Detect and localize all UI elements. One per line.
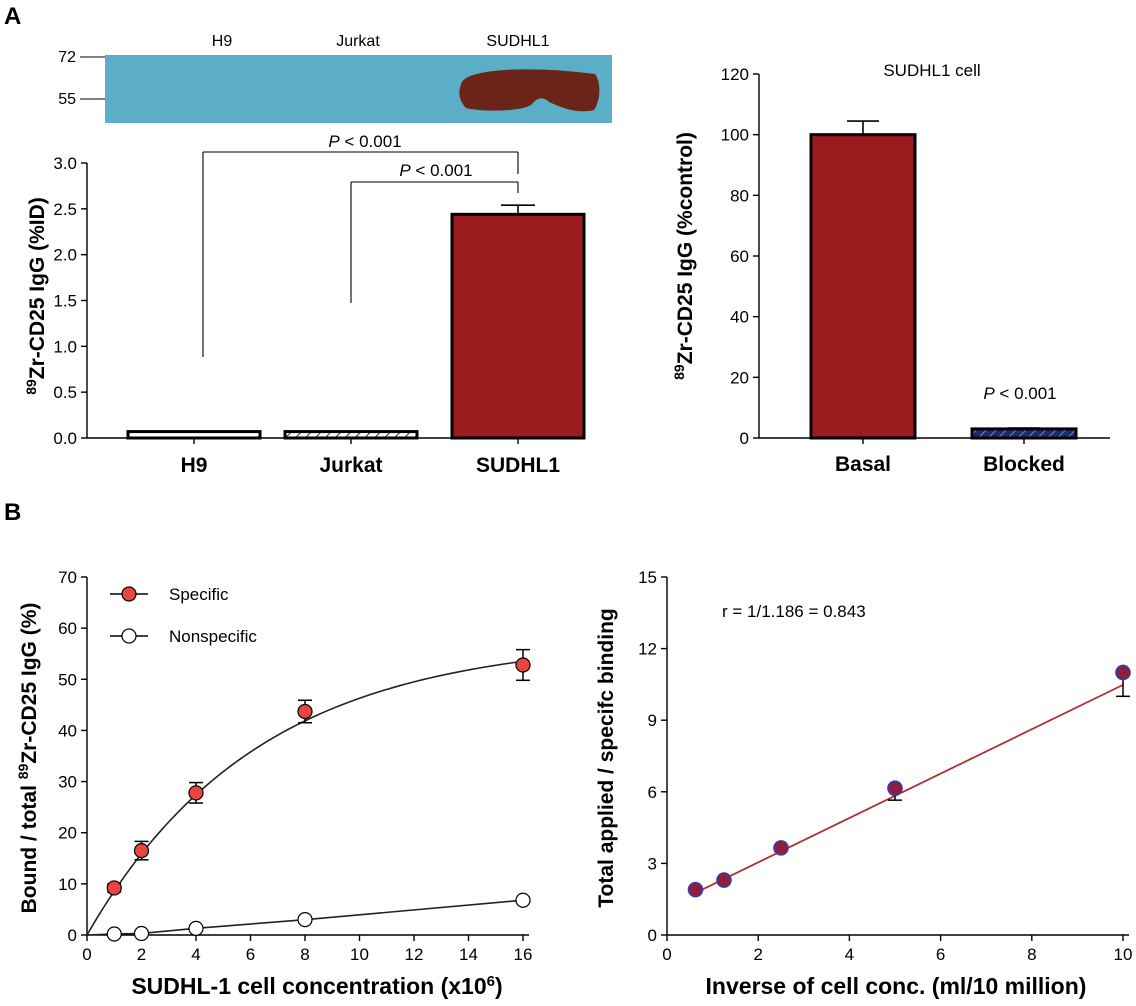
a1-y-tick-label: 2.0 [53, 246, 77, 265]
a1-y-tick-label: 2.5 [53, 200, 77, 219]
a1-y-tick-label: 1.0 [53, 337, 77, 356]
b2-y-tick-label: 3 [648, 854, 657, 873]
b2-y-tick-label: 12 [638, 640, 657, 659]
a1-y-tick-label: 3.0 [53, 154, 77, 173]
a2-p-value-blocked: P < 0.001 [983, 384, 1056, 403]
b2-x-tick-label: 0 [662, 945, 671, 964]
blot-lane-jurkat: Jurkat [336, 33, 380, 50]
b1-y-tick-label: 70 [58, 568, 77, 587]
b2-point [773, 840, 789, 856]
a2-bar-blocked [970, 427, 1078, 440]
b2-x-tick-label: 10 [1114, 945, 1133, 964]
panel-label-b: B [4, 499, 21, 526]
a2-category-label: Basal [835, 453, 891, 476]
chart-b1-saturation: 0 10 20 30 40 50 60 70 0 2 4 6 8 10 12 14 16 Specific Nons… [15, 568, 532, 999]
b1-x-tick-label: 8 [300, 945, 309, 964]
b1-x-tick-label: 14 [459, 945, 478, 964]
a1-y-tick-label: 1.5 [53, 292, 77, 311]
b2-r-annotation: r = 1/1.186 = 0.843 [722, 602, 866, 621]
b2-point [1115, 664, 1131, 681]
b2-x-tick-label: 6 [936, 945, 945, 964]
b2-point [887, 780, 903, 797]
a1-category-label: H9 [181, 454, 208, 477]
a1-category-label: SUDHL1 [476, 454, 560, 477]
blot-marker-72: 72 [58, 49, 76, 66]
b1-y-tick-label: 50 [58, 670, 77, 689]
b1-x-tick-label: 16 [514, 945, 533, 964]
b1-x-tick-label: 0 [82, 945, 91, 964]
a1-p-value-h9: P < 0.001 [328, 132, 401, 151]
b1-point-specific [133, 843, 150, 859]
b2-y-tick-label: 15 [638, 568, 657, 587]
a2-y-tick-label: 120 [721, 65, 749, 84]
b1-x-axis-label: SUDHL-1 cell concentration (x106) [131, 973, 502, 1000]
b1-y-tick-label: 10 [58, 875, 77, 894]
b2-x-axis-label: Inverse of cell conc. (ml/10 million) [706, 973, 1087, 999]
a1-bar-jurkat [283, 430, 419, 440]
a1-category-label: Jurkat [319, 454, 382, 477]
b2-y-tick-label: 0 [648, 926, 657, 945]
western-blot: H9 Jurkat SUDHL1 72 55 [58, 33, 612, 123]
b1-y-tick-label: 20 [58, 824, 77, 843]
b1-point-specific [188, 785, 204, 801]
a1-y-tick-label: 0.0 [53, 429, 77, 448]
b1-y-tick-label: 0 [68, 926, 77, 945]
panel-label-a: A [4, 3, 21, 30]
a2-category-label: Blocked [983, 453, 1065, 476]
b1-legend-marker-nonspecific [121, 628, 137, 644]
a2-y-tick-label: 0 [740, 429, 749, 448]
b1-x-tick-label: 12 [405, 945, 424, 964]
a1-bar-h9 [126, 430, 262, 440]
b1-y-axis-label: Bound / total 89Zr-CD25 IgG (%) [15, 603, 41, 914]
blot-lane-sudhl1: SUDHL1 [486, 33, 549, 50]
a2-y-tick-label: 20 [730, 368, 749, 387]
a2-y-tick-label: 100 [721, 126, 749, 145]
b1-x-tick-label: 6 [246, 945, 255, 964]
b1-y-tick-label: 30 [58, 773, 77, 792]
blot-lane-h9: H9 [212, 33, 233, 50]
chart-a2-bar: 0 20 40 60 80 100 120 SUDHL1 cell Basal Blocked P … [671, 61, 1110, 476]
b2-fit-line [695, 684, 1124, 894]
b1-x-tick-label: 10 [350, 945, 369, 964]
a1-y-tick-label: 0.5 [53, 383, 77, 402]
b1-point-nonspecific [297, 912, 313, 928]
b2-y-axis-label: Total applied / specifc binding [595, 608, 618, 907]
b1-point-specific [106, 880, 122, 896]
b1-point-nonspecific [133, 925, 150, 942]
a2-y-axis-label: 89Zr-CD25 IgG (%control) [671, 132, 697, 380]
blot-band-sudhl1 [459, 69, 600, 112]
a2-title: SUDHL1 cell [883, 61, 980, 80]
b2-point [716, 872, 732, 888]
a2-y-tick-label: 60 [730, 247, 749, 266]
b1-point-nonspecific [188, 920, 204, 936]
b1-legend-marker-specific [121, 586, 137, 602]
blot-marker-55: 55 [58, 91, 76, 108]
b1-x-tick-label: 4 [191, 945, 200, 964]
b2-x-tick-label: 2 [753, 945, 762, 964]
chart-a1-bar: 0.0 0.5 1.0 1.5 2.0 2.5 3.0 H9 Jurkat SUDHL1 P < 0… [23, 132, 586, 477]
chart-b2-linear: 0 3 6 9 12 15 0 2 4 6 8 10 r = 1/1.186 = 0.843 Invers… [595, 568, 1132, 999]
b1-legend-label-nonspecific: Nonspecific [169, 627, 257, 646]
b1-x-tick-label: 2 [137, 945, 146, 964]
b2-x-tick-label: 8 [1027, 945, 1036, 964]
a1-y-axis-label: 89Zr-CD25 IgG (%ID) [23, 197, 49, 395]
a2-y-tick-label: 40 [730, 308, 749, 327]
b2-y-tick-label: 6 [648, 783, 657, 802]
b2-x-tick-label: 4 [845, 945, 854, 964]
a1-p-value-jurkat: P < 0.001 [399, 161, 472, 180]
b1-point-nonspecific [515, 892, 531, 908]
b1-point-specific [515, 657, 531, 673]
b2-y-tick-label: 9 [648, 711, 657, 730]
b2-point [687, 881, 704, 898]
a2-y-tick-label: 80 [730, 186, 749, 205]
b1-point-nonspecific [106, 926, 122, 942]
b1-y-tick-label: 60 [58, 619, 77, 638]
b1-y-tick-label: 40 [58, 721, 77, 740]
a1-bar-sudhl1 [450, 212, 586, 440]
b1-point-specific [297, 703, 313, 720]
a2-bar-basal [809, 133, 917, 440]
b1-legend-label-specific: Specific [169, 585, 229, 604]
